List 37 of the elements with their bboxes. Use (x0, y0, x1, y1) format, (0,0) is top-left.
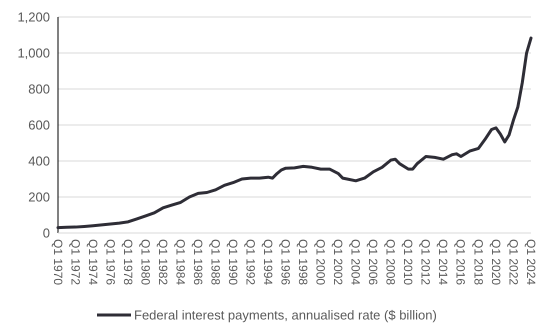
x-tick-label: Q1 1994 (261, 239, 276, 286)
x-tick-label: Q1 2014 (436, 239, 450, 286)
x-tick-label: Q1 1992 (243, 239, 258, 286)
x-tick-label: Q1 2000 (314, 239, 328, 286)
y-tick-label: 400 (28, 154, 50, 169)
line-series (56, 36, 532, 230)
x-tick-label: Q1 1984 (173, 239, 188, 286)
y-tick-label: 0 (42, 226, 50, 241)
x-tick-label: Q1 1978 (120, 239, 135, 286)
x-tick-label: Q1 1990 (226, 239, 240, 286)
x-tick-label: Q1 2010 (401, 239, 416, 286)
x-tick-label: Q1 1988 (208, 239, 222, 286)
x-tick-label: Q1 2016 (454, 239, 468, 286)
x-tick-label: Q1 2012 (418, 239, 433, 286)
x-tick-label: Q1 1982 (156, 239, 170, 286)
x-tick-label: Q1 1970 (50, 239, 65, 286)
y-tick-label: 1,200 (17, 10, 50, 25)
y-tick-label: 1,000 (17, 46, 50, 61)
y-tick-label: 800 (28, 82, 50, 97)
x-tick-label: Q1 1972 (68, 239, 82, 286)
x-tick-label: Q1 2020 (488, 239, 503, 286)
x-tick-label: Q1 2008 (384, 239, 398, 286)
x-tick-label: Q1 2004 (348, 239, 363, 286)
y-tick-label: 200 (28, 190, 50, 205)
x-tick-label: Q1 2024 (524, 239, 538, 286)
x-tick-label: Q1 1976 (103, 239, 118, 286)
legend-label: Federal interest payments, annualised rate ($ billion) (134, 308, 437, 323)
x-tick-label: Q1 2022 (506, 239, 520, 286)
x-tick-label: Q1 2006 (366, 239, 380, 286)
x-tick-label: Q1 2002 (331, 239, 346, 286)
x-tick-label: Q1 1980 (138, 239, 152, 286)
x-tick-label: Q1 1996 (278, 239, 293, 286)
x-tick-label: Q1 2018 (471, 239, 486, 286)
y-tick-label: 600 (28, 118, 50, 133)
x-tick-label: Q1 1998 (296, 239, 310, 286)
x-tick-label: Q1 1974 (86, 239, 100, 286)
x-tick-label: Q1 1986 (190, 239, 205, 286)
